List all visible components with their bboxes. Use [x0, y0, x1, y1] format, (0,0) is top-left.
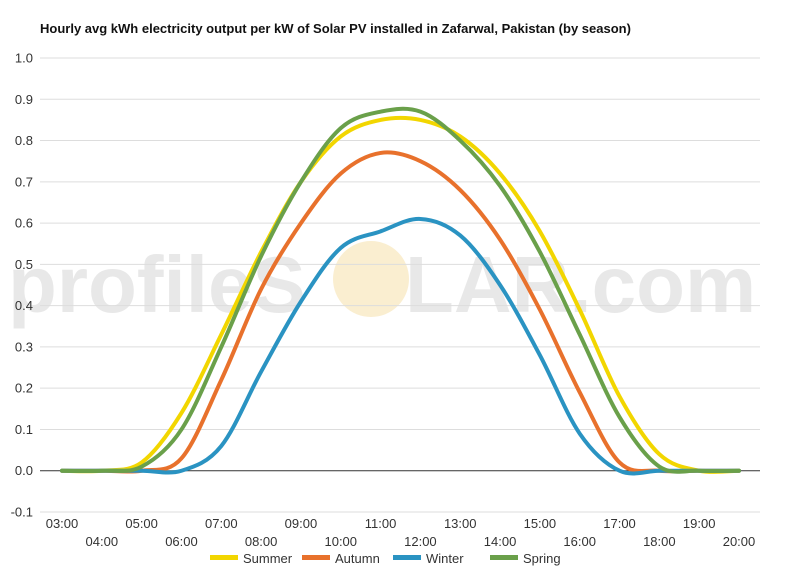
x-tick-label: 20:00: [723, 534, 756, 549]
y-tick-label: 0.9: [15, 92, 33, 107]
x-tick-label: 15:00: [524, 516, 557, 531]
series-lines: [60, 106, 741, 476]
legend-label: Summer: [243, 551, 293, 566]
x-tick-label: 06:00: [165, 534, 198, 549]
series-line-autumn: [60, 150, 741, 474]
x-tick-label: 16:00: [563, 534, 596, 549]
x-axis: 03:00 04:00 05:00 06:00 07:00 08:00 09:00 10:00…: [46, 516, 756, 549]
x-tick-label: 03:00: [46, 516, 79, 531]
legend-swatch: [302, 555, 330, 560]
legend-item-spring: Spring: [490, 551, 561, 566]
y-tick-label: 0.5: [15, 257, 33, 272]
legend-item-summer: Summer: [210, 551, 293, 566]
legend-swatch: [490, 555, 518, 560]
x-tick-label: 19:00: [683, 516, 716, 531]
x-tick-label: 07:00: [205, 516, 238, 531]
x-tick-label: 17:00: [603, 516, 636, 531]
x-tick-label: 10:00: [324, 534, 357, 549]
y-tick-label: 0.4: [15, 298, 33, 313]
x-tick-label: 18:00: [643, 534, 676, 549]
y-tick-label: 0.7: [15, 174, 33, 189]
x-tick-label: 11:00: [365, 516, 397, 531]
y-tick-label: 0.1: [15, 422, 33, 437]
y-tick-label: 0.8: [15, 133, 33, 148]
legend-swatch: [393, 555, 421, 560]
x-tick-label: 04:00: [86, 534, 119, 549]
watermark-text-left: profileS: [8, 240, 306, 329]
y-tick-label: -0.1: [11, 505, 33, 520]
y-tick-label: 0.6: [15, 216, 33, 231]
y-tick-label: 0.0: [15, 463, 33, 478]
legend-label: Spring: [523, 551, 561, 566]
legend-label: Winter: [426, 551, 464, 566]
watermark-sun-icon: [333, 241, 409, 317]
series-line-spring: [60, 106, 741, 474]
legend-item-winter: Winter: [393, 551, 464, 566]
legend-swatch: [210, 555, 238, 560]
x-tick-label: 05:00: [125, 516, 158, 531]
x-tick-label: 12:00: [404, 534, 437, 549]
legend-item-autumn: Autumn: [302, 551, 380, 566]
profilesolar-watermark: profileS LAR.com: [8, 240, 756, 329]
y-tick-label: 0.2: [15, 381, 33, 396]
x-tick-label: 09:00: [285, 516, 318, 531]
y-axis: 1.0 0.9 0.8 0.7 0.6 0.5 0.4 0.3 0.2 0.1 0.0 -0.1: [11, 51, 33, 520]
legend-label: Autumn: [335, 551, 380, 566]
x-tick-label: 13:00: [444, 516, 477, 531]
x-tick-label: 08:00: [245, 534, 278, 549]
series-line-winter: [60, 216, 741, 476]
chart-title: Hourly avg kWh electricity output per kW…: [40, 21, 631, 36]
legend: Summer Autumn Winter Spring: [210, 551, 561, 566]
series-line-summer: [60, 115, 741, 474]
y-tick-label: 0.3: [15, 339, 33, 354]
y-tick-label: 1.0: [15, 51, 33, 66]
x-tick-label: 14:00: [484, 534, 517, 549]
